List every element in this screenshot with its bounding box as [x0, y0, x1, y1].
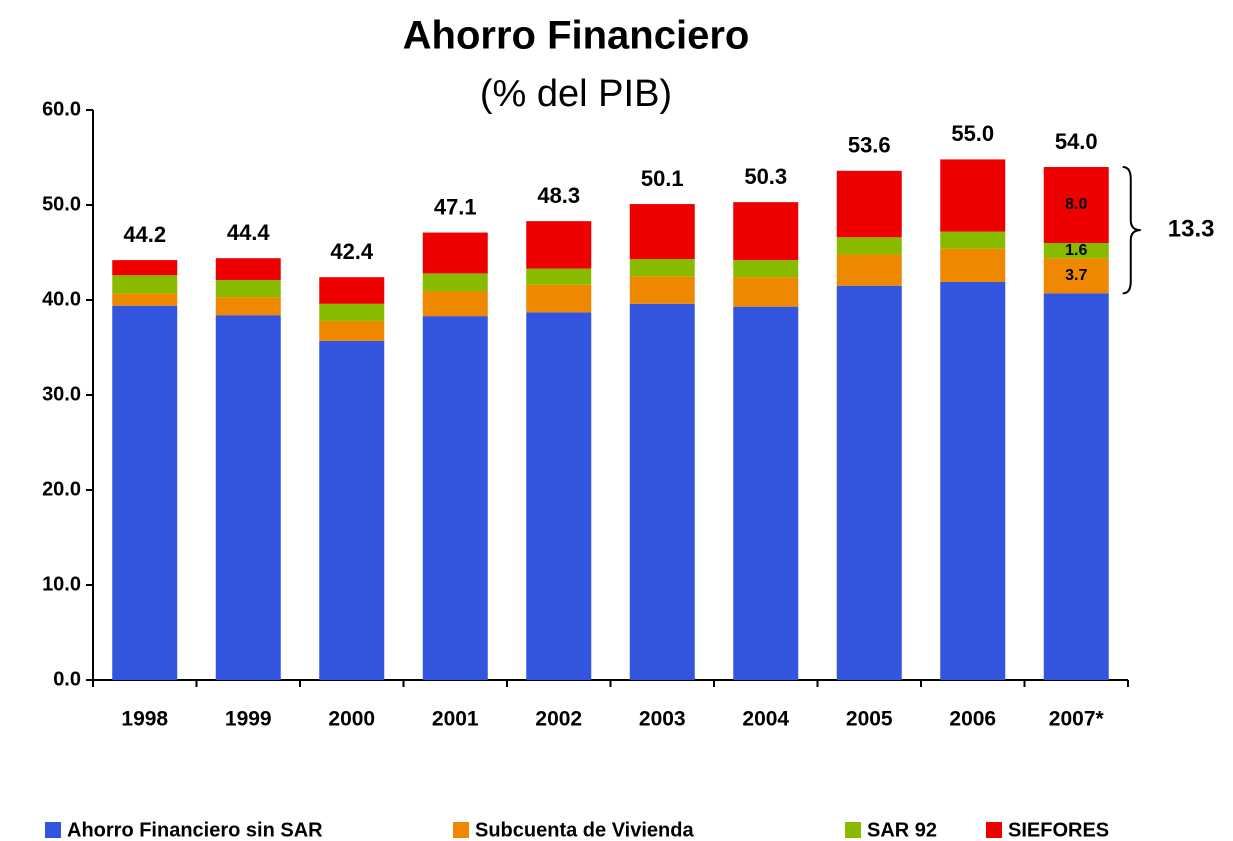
x-tick-label: 2001	[432, 708, 479, 731]
total-label: 54.0	[1055, 129, 1098, 154]
legend-label: SAR 92	[867, 819, 937, 841]
y-tick-label: 20.0	[42, 478, 81, 500]
bar-segment	[112, 293, 178, 306]
legend-swatch	[453, 822, 469, 838]
y-tick-label: 60.0	[42, 98, 81, 120]
bar-segment	[940, 248, 1006, 282]
total-label: 48.3	[537, 183, 580, 208]
x-tick-label: 1998	[121, 708, 168, 731]
annotation: 13.3	[1168, 216, 1215, 243]
bar-segment	[112, 275, 178, 294]
x-tick-label: 2007*	[1049, 708, 1105, 731]
chart-title: Ahorro Financiero	[403, 14, 750, 58]
bar-segment	[836, 254, 902, 286]
bar-segment	[733, 306, 799, 680]
bar-segment	[836, 285, 902, 680]
bar-segment	[319, 320, 385, 341]
legend-swatch	[45, 822, 61, 838]
bar-segment	[940, 159, 1006, 232]
bar-segment	[1043, 167, 1109, 243]
value-label: 1.6	[1065, 242, 1087, 259]
value-label: 8.0	[1065, 196, 1087, 213]
bar-segment	[319, 340, 385, 680]
x-tick-label: 2005	[846, 708, 893, 731]
bar-segment	[215, 258, 281, 281]
bar-segment	[629, 204, 695, 260]
bar-segment	[629, 276, 695, 304]
bar-segment	[422, 291, 488, 317]
bar-segment	[422, 316, 488, 680]
y-tick-label: 10.0	[42, 573, 81, 595]
total-label: 42.4	[330, 239, 374, 264]
x-tick-label: 2000	[328, 708, 375, 731]
x-tick-label: 2002	[535, 708, 582, 731]
bar-segment	[836, 237, 902, 255]
legend-swatch	[845, 822, 861, 838]
x-tick-label: 2003	[639, 708, 686, 731]
total-label: 44.4	[227, 220, 271, 245]
total-label: 50.1	[641, 166, 684, 191]
bar-segment	[1043, 293, 1109, 680]
bar-segment	[733, 202, 799, 261]
total-label: 53.6	[848, 133, 891, 158]
y-tick-label: 30.0	[42, 383, 81, 405]
bar-segment	[940, 231, 1006, 249]
bar-segment	[112, 260, 178, 276]
y-tick-label: 50.0	[42, 193, 81, 215]
value-label: 3.7	[1065, 267, 1087, 284]
bar-segment	[215, 280, 281, 298]
bar-segment	[940, 281, 1006, 680]
bar-segment	[215, 315, 281, 680]
brace	[1122, 166, 1141, 295]
legend-label: SIEFORES	[1008, 819, 1109, 841]
chart-subtitle: (% del PIB)	[480, 73, 672, 115]
bar-segment	[836, 170, 902, 238]
bar-segment	[1043, 243, 1109, 259]
bar-segment	[629, 259, 695, 277]
bar-segment	[112, 305, 178, 680]
bar-segment	[319, 277, 385, 304]
legend-swatch	[986, 822, 1002, 838]
bar-segment	[319, 303, 385, 321]
legend-label: Ahorro Financiero sin SAR	[67, 819, 323, 841]
bar-segment	[733, 277, 799, 307]
total-label: 50.3	[744, 164, 787, 189]
total-label: 47.1	[434, 194, 477, 219]
bar-segment	[733, 260, 799, 278]
x-tick-label: 2006	[949, 708, 996, 731]
bar-segment	[1043, 258, 1109, 294]
bar-segment	[629, 303, 695, 680]
bar-segment	[526, 268, 592, 285]
x-tick-label: 2004	[742, 708, 789, 731]
y-tick-label: 40.0	[42, 288, 81, 310]
legend-label: Subcuenta de Vivienda	[475, 819, 694, 841]
bar-segment	[422, 273, 488, 292]
y-tick-label: 0.0	[53, 668, 81, 690]
bar-segment	[526, 221, 592, 269]
bar-segment	[422, 232, 488, 274]
bar-segment	[526, 284, 592, 313]
x-tick-label: 1999	[225, 708, 272, 731]
total-label: 55.0	[951, 121, 994, 146]
bar-segment	[526, 312, 592, 680]
bar-segment	[215, 297, 281, 316]
total-label: 44.2	[123, 222, 166, 247]
